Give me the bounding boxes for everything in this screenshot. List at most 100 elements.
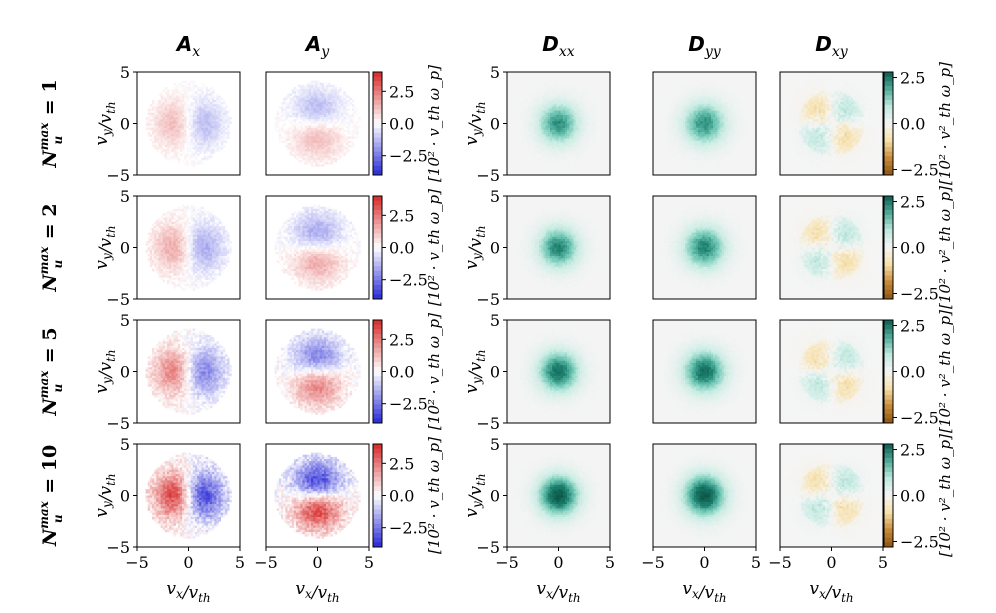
heatmap-cell: [208, 119, 210, 121]
heatmap-cell: [182, 160, 184, 162]
heatmap-cell: [161, 117, 163, 119]
heatmap-cell: [156, 100, 158, 102]
heatmap-cell: [165, 145, 167, 147]
heatmap-cell: [158, 111, 160, 113]
heatmap-cell: [193, 104, 195, 106]
heatmap-cell: [180, 83, 182, 85]
heatmap-cell: [154, 119, 156, 121]
heatmap-cell: [156, 147, 158, 149]
heatmap-cell: [191, 162, 193, 164]
heatmap-cell: [193, 147, 195, 149]
heatmap-cell: [178, 134, 180, 136]
heatmap-cell: [201, 87, 203, 89]
heatmap-cell: [191, 156, 193, 158]
heatmap-cell: [173, 104, 175, 106]
heatmap-cell: [199, 139, 201, 141]
heatmap-cell: [199, 89, 201, 91]
heatmap-cell: [152, 119, 154, 121]
heatmap-cell: [182, 136, 184, 138]
heatmap-cell: [171, 126, 173, 128]
heatmap-cell: [212, 126, 214, 128]
heatmap-cell: [180, 115, 182, 117]
heatmap-cell: [152, 102, 154, 104]
heatmap-cell: [161, 96, 163, 98]
heatmap-cell: [204, 98, 206, 100]
heatmap-cell: [182, 108, 184, 110]
heatmap-cell: [182, 130, 184, 132]
heatmap-cell: [214, 111, 216, 113]
heatmap-cell: [148, 126, 150, 128]
heatmap-cell: [156, 104, 158, 106]
heatmap-cell: [197, 141, 199, 143]
heatmap-cell: [204, 139, 206, 141]
heatmap-cell: [197, 89, 199, 91]
heatmap-cell: [180, 139, 182, 141]
heatmap-cell: [214, 124, 216, 126]
heatmap-cell: [173, 128, 175, 130]
heatmap-cell: [204, 143, 206, 145]
heatmap-cell: [167, 134, 169, 136]
heatmap-cell: [173, 132, 175, 134]
heatmap-cell: [161, 130, 163, 132]
heatmap-cell: [176, 87, 178, 89]
heatmap-cell: [176, 104, 178, 106]
heatmap-cell: [165, 121, 167, 123]
heatmap-cell: [197, 126, 199, 128]
heatmap-cell: [176, 139, 178, 141]
heatmap-cell: [169, 96, 171, 98]
heatmap-cell: [167, 147, 169, 149]
heatmap-cell: [201, 85, 203, 87]
heatmap-cell: [163, 145, 165, 147]
heatmap-cell: [204, 108, 206, 110]
heatmap-cell: [180, 124, 182, 126]
heatmap-cell: [184, 81, 186, 83]
heatmap-cell: [184, 130, 186, 132]
heatmap-cell: [182, 87, 184, 89]
heatmap-cell: [169, 136, 171, 138]
heatmap-cell: [169, 98, 171, 100]
heatmap-cell: [178, 93, 180, 95]
heatmap-cell: [176, 149, 178, 151]
heatmap-cell: [195, 113, 197, 115]
heatmap-cell: [169, 119, 171, 121]
heatmap-cell: [195, 106, 197, 108]
heatmap-cell: [171, 149, 173, 151]
heatmap-cell: [173, 91, 175, 93]
heatmap-cell: [214, 141, 216, 143]
heatmap-cell: [152, 113, 154, 115]
heatmap-cell: [173, 102, 175, 104]
heatmap-cell: [154, 102, 156, 104]
heatmap-cell: [171, 93, 173, 95]
heatmap-cell: [165, 119, 167, 121]
heatmap-cell: [195, 130, 197, 132]
heatmap-cell: [206, 100, 208, 102]
heatmap-cell: [182, 124, 184, 126]
heatmap-cell: [173, 139, 175, 141]
heatmap-cell: [204, 104, 206, 106]
heatmap-cell: [167, 136, 169, 138]
heatmap-cell: [171, 139, 173, 141]
heatmap-cell: [173, 124, 175, 126]
heatmap-cell: [178, 117, 180, 119]
heatmap-cell: [193, 136, 195, 138]
heatmap-cell: [152, 141, 154, 143]
heatmap-cell: [193, 154, 195, 156]
heatmap-cell: [195, 156, 197, 158]
heatmap-cell: [197, 111, 199, 113]
heatmap-cell: [152, 124, 154, 126]
heatmap-cell: [189, 87, 191, 89]
heatmap-cell: [171, 98, 173, 100]
heatmap-cell: [165, 106, 167, 108]
heatmap-cell: [195, 102, 197, 104]
heatmap-cell: [158, 126, 160, 128]
heatmap-cell: [171, 113, 173, 115]
heatmap-cell: [178, 141, 180, 143]
heatmap-cell: [158, 121, 160, 123]
heatmap-cell: [191, 128, 193, 130]
heatmap-cell: [176, 91, 178, 93]
heatmap-cell: [191, 121, 193, 123]
heatmap-cell: [158, 108, 160, 110]
heatmap-cell: [163, 89, 165, 91]
heatmap-cell: [178, 100, 180, 102]
heatmap-cell: [199, 141, 201, 143]
